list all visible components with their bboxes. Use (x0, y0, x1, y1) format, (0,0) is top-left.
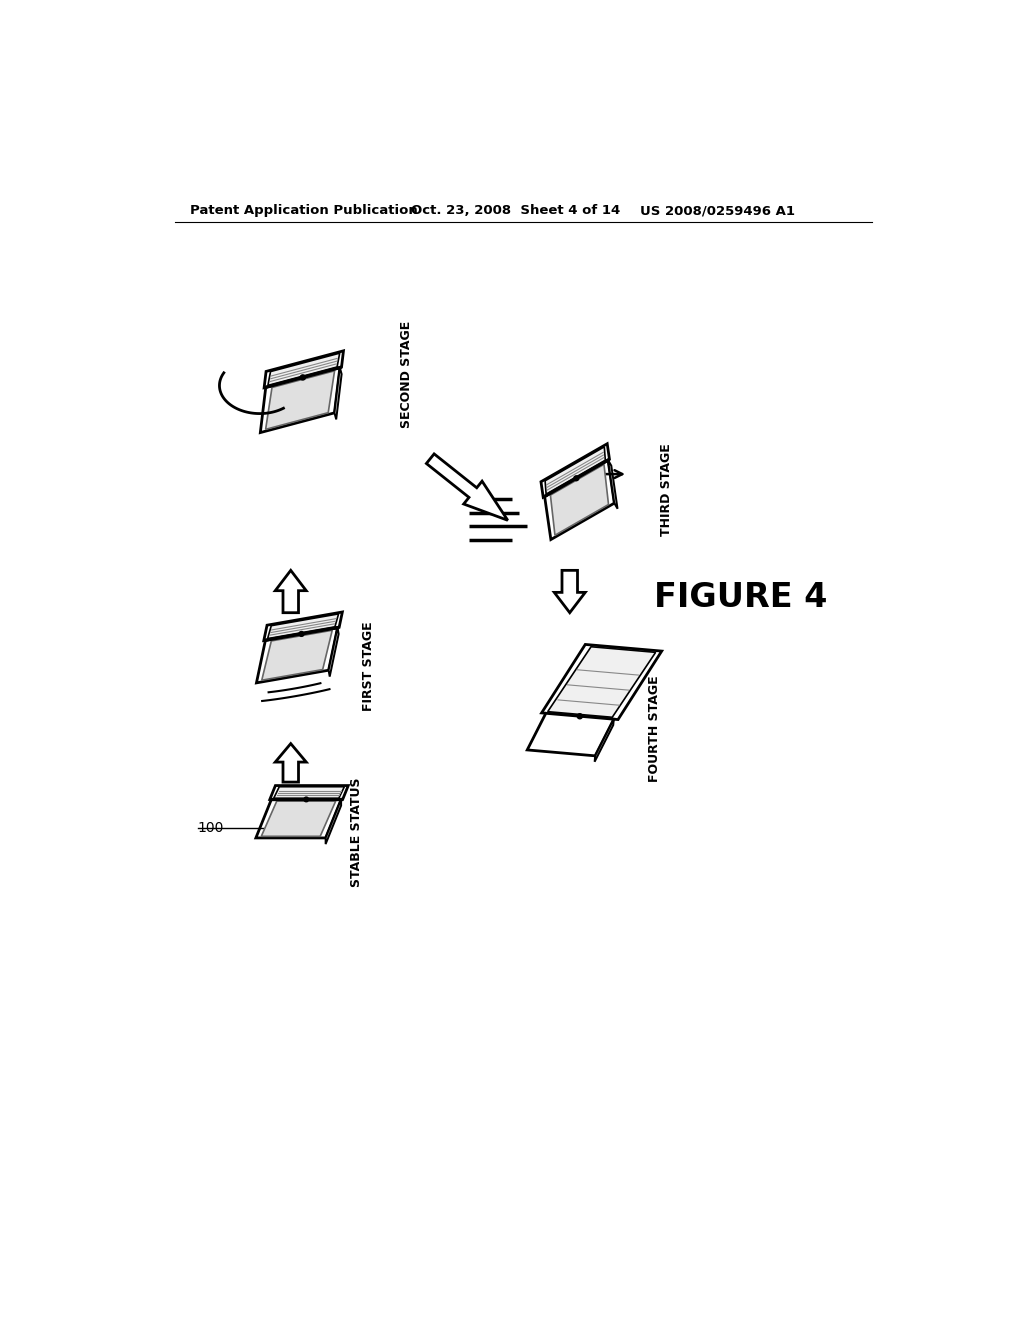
Text: FOURTH STAGE: FOURTH STAGE (648, 675, 662, 781)
Polygon shape (265, 371, 335, 429)
Polygon shape (548, 647, 655, 717)
Circle shape (299, 631, 304, 636)
Polygon shape (554, 570, 586, 612)
Polygon shape (264, 612, 342, 640)
Polygon shape (335, 367, 342, 420)
Polygon shape (545, 446, 605, 494)
Polygon shape (256, 627, 338, 682)
Polygon shape (545, 461, 614, 540)
Text: FIRST STAGE: FIRST STAGE (361, 622, 375, 711)
Text: STABLE STATUS: STABLE STATUS (350, 777, 364, 887)
Polygon shape (541, 444, 609, 498)
Polygon shape (426, 454, 508, 520)
Text: SECOND STAGE: SECOND STAGE (400, 321, 414, 428)
Text: Oct. 23, 2008  Sheet 4 of 14: Oct. 23, 2008 Sheet 4 of 14 (411, 205, 621, 218)
Polygon shape (275, 743, 306, 781)
Circle shape (300, 375, 305, 380)
Polygon shape (542, 644, 662, 719)
Polygon shape (275, 570, 306, 612)
Polygon shape (268, 354, 340, 385)
Polygon shape (261, 801, 336, 837)
Circle shape (304, 797, 308, 801)
Polygon shape (326, 800, 341, 843)
Polygon shape (595, 719, 613, 762)
Text: 100: 100 (198, 821, 224, 836)
Polygon shape (260, 367, 340, 433)
Polygon shape (256, 800, 341, 838)
Text: Patent Application Publication: Patent Application Publication (190, 205, 418, 218)
Polygon shape (262, 630, 332, 680)
Polygon shape (273, 787, 344, 799)
Polygon shape (608, 461, 617, 508)
Circle shape (573, 475, 579, 480)
Polygon shape (267, 614, 339, 639)
Polygon shape (264, 351, 343, 388)
Polygon shape (527, 713, 613, 756)
Polygon shape (270, 785, 348, 800)
Text: THIRD STAGE: THIRD STAGE (660, 444, 673, 536)
Text: FIGURE 4: FIGURE 4 (653, 581, 827, 614)
Polygon shape (329, 627, 339, 677)
Circle shape (578, 714, 583, 719)
Text: US 2008/0259496 A1: US 2008/0259496 A1 (640, 205, 795, 218)
Polygon shape (551, 465, 608, 535)
